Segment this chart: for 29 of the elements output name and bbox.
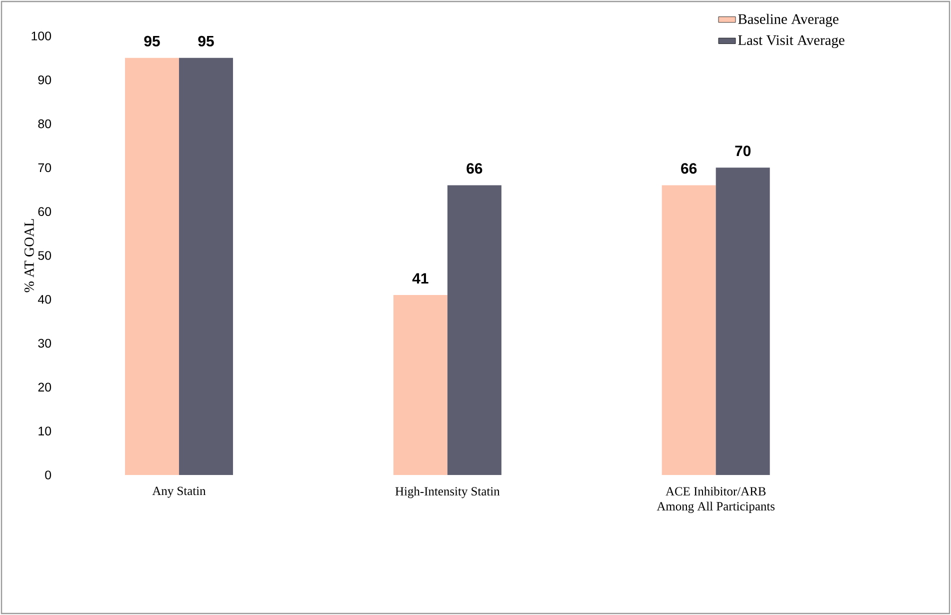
data-label: 41 (412, 273, 428, 284)
data-label: 95 (144, 36, 160, 46)
x-tick-label: ACE Inhibitor/ARB Among All Participants (656, 486, 775, 514)
legend-label: Baseline Average (738, 14, 838, 27)
data-label: 95 (198, 36, 214, 46)
y-tick-label: 0 (45, 470, 52, 480)
data-label: 66 (681, 163, 697, 174)
y-tick-label: 30 (38, 338, 52, 348)
data-label: 70 (735, 146, 751, 156)
y-tick-label: 70 (38, 163, 52, 172)
bar (716, 168, 770, 475)
y-tick-label: 10 (38, 426, 52, 436)
x-tick-label: Any Statin (152, 486, 206, 498)
y-tick-label: 20 (38, 382, 52, 392)
bar (125, 58, 180, 475)
bar (393, 294, 448, 475)
y-tick-label: 60 (38, 207, 52, 216)
y-tick-label: 40 (38, 294, 52, 304)
y-tick-label: 50 (38, 251, 52, 260)
legend-label: Last Visit Average (738, 35, 844, 48)
y-tick-label: 80 (38, 119, 52, 128)
bar (662, 185, 716, 475)
bar (179, 58, 234, 475)
bar (447, 185, 502, 475)
y-tick-label: 90 (38, 75, 52, 84)
y-tick-label: 100 (32, 32, 52, 40)
x-tick-label: High-Intensity Statin (395, 486, 500, 498)
data-label: 66 (466, 163, 482, 174)
y-axis-title: % AT GOAL (24, 219, 34, 292)
